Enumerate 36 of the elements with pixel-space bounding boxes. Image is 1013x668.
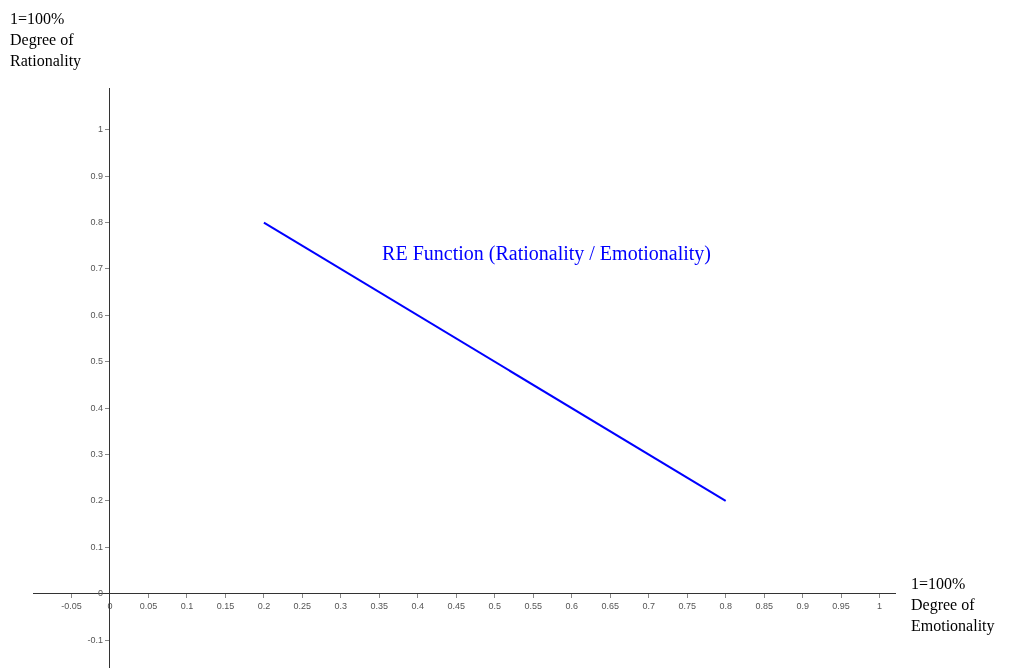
x-tick-label: 0.8 bbox=[719, 600, 732, 611]
x-tick-label: 0.15 bbox=[216, 600, 235, 611]
y-tick-label: 0.4 bbox=[90, 402, 103, 413]
y-axis-title: 1=100% Degree of Rationality bbox=[10, 9, 83, 71]
x-tick-label: 0.95 bbox=[832, 600, 850, 611]
x-tick-label: 0.7 bbox=[642, 600, 655, 611]
x-tick-label: 0.75 bbox=[678, 600, 696, 611]
x-tick-label: 1 bbox=[877, 600, 883, 611]
y-tick-label: 0.2 bbox=[90, 495, 103, 506]
y-tick-label: 0.6 bbox=[90, 309, 103, 320]
y-tick-label: 0.1 bbox=[90, 541, 103, 552]
x-tick-label: 0.35 bbox=[370, 600, 389, 611]
x-tick-label: 0.5 bbox=[488, 600, 502, 611]
y-tick-label: 0.7 bbox=[90, 263, 103, 274]
y-tick-label: 0.9 bbox=[90, 170, 103, 181]
x-tick-label: 0.45 bbox=[447, 600, 466, 611]
y-tick-label: 0.5 bbox=[90, 356, 103, 367]
x-tick-label: 0.05 bbox=[139, 600, 158, 611]
x-tick-label: 0.9 bbox=[796, 600, 809, 611]
x-tick-label: 0.2 bbox=[257, 600, 271, 611]
y-tick-label: 0.8 bbox=[90, 217, 103, 228]
annotation: RE Function (Rationality / Emotionality) bbox=[382, 241, 711, 265]
y-tick-label: -0.1 bbox=[87, 634, 103, 645]
x-tick-label: 0.1 bbox=[180, 600, 194, 611]
x-tick-label: -0.05 bbox=[61, 600, 82, 611]
x-tick-label: 0.3 bbox=[334, 600, 348, 611]
y-tick-label: 0.3 bbox=[90, 449, 103, 460]
x-axis-title: 1=100% Degree of Emotionality bbox=[911, 574, 996, 636]
x-tick-label: 0.25 bbox=[293, 600, 312, 611]
x-tick-label: 0.55 bbox=[524, 600, 543, 611]
x-tick-label: 0.65 bbox=[601, 600, 619, 611]
x-tick-label: 0.85 bbox=[755, 600, 773, 611]
y-tick-label: 1 bbox=[97, 124, 103, 135]
x-tick-label: 0.4 bbox=[411, 600, 425, 611]
y-tick-label: 0 bbox=[97, 588, 103, 599]
x-tick-label: 0.6 bbox=[565, 600, 579, 611]
